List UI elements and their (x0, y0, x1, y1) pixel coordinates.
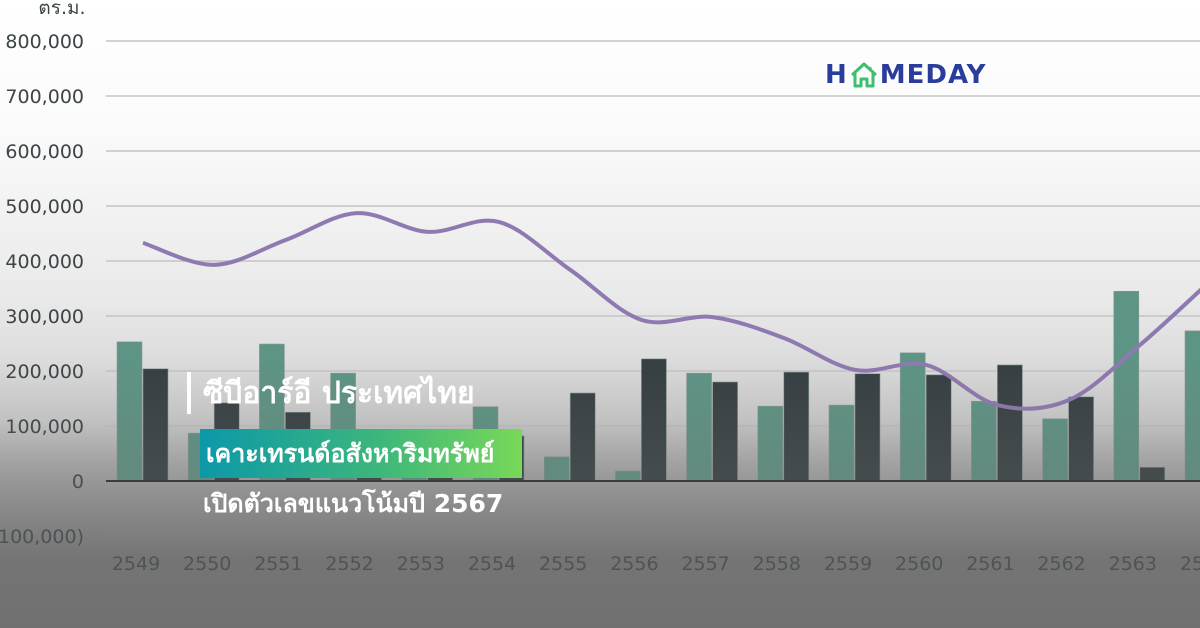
bar-series-2 (1139, 466, 1166, 482)
bar-series-2 (997, 364, 1023, 482)
x-tick-label: 2562 (1037, 553, 1085, 575)
bar-series-1 (1042, 418, 1068, 482)
headline-line-2: เคาะเทรนด์อสังหาริมทรัพย์ (200, 429, 522, 478)
bar-series-2 (783, 371, 810, 482)
logo-letter-h: H (825, 60, 848, 90)
y-tick-label: 0 (72, 471, 84, 493)
bar-series-1 (543, 456, 570, 482)
bar-series-1 (899, 352, 926, 482)
y-tick-label: 200,000 (5, 361, 84, 383)
y-tick-label: 400,000 (5, 251, 84, 273)
x-tick-label: 2552 (325, 553, 373, 575)
x-tick-labels: 2549 2550 2551 2552 2553 2554 2555 2556 2557 2558… (112, 553, 1200, 575)
y-tick-label: 600,000 (5, 141, 84, 163)
bar-series-2 (925, 374, 952, 482)
bar-series-2 (569, 392, 596, 482)
bar-series-1 (757, 405, 784, 482)
x-tick-label: 2551 (254, 553, 302, 575)
x-tick-label: 2561 (966, 553, 1014, 575)
x-tick-label: 2549 (112, 553, 160, 575)
x-tick-label: 2559 (824, 553, 872, 575)
y-tick-label: 100,000 (5, 416, 84, 438)
y-tick-label: 500,000 (5, 196, 84, 218)
headline-line-1: ซีบีอาร์อี ประเทศไทย (203, 376, 475, 411)
bar-series-2 (712, 381, 738, 482)
bar-series-1 (686, 372, 712, 482)
bar-series-1 (1184, 330, 1200, 482)
bar-series-2 (142, 368, 169, 482)
x-tick-label: 2560 (895, 553, 943, 575)
x-tick-label: 2563 (1109, 553, 1157, 575)
y-tick-label: 800,000 (5, 31, 84, 53)
bar-series-2 (1068, 396, 1094, 482)
y-axis-title: ตร.ม. (38, 0, 85, 19)
bar-series-1 (615, 470, 641, 482)
x-tick-label: 2553 (397, 553, 445, 575)
bar-series-1 (116, 341, 143, 482)
y-tick-labels: (100,000) 0 100,000 200,000 300,000 400,000 50… (0, 31, 84, 548)
x-tick-label: 2558 (753, 553, 801, 575)
house-icon (850, 62, 877, 88)
y-tick-label: 300,000 (5, 306, 84, 328)
x-tick-label: 2555 (539, 553, 587, 575)
bar-series-2 (854, 373, 881, 482)
y-tick-label: 700,000 (5, 86, 84, 108)
trend-line (142, 211, 1200, 411)
logo-letters-meday: MEDAY (879, 60, 987, 90)
bar-series-1 (1113, 290, 1140, 482)
y-tick-label: (100,000) (0, 526, 84, 548)
x-tick-label: 2556 (610, 553, 658, 575)
headline-line-3: เปิดตัวเลขแนวโน้มปี 2567 (203, 489, 504, 518)
headline-accent-bar (187, 372, 191, 414)
bar-series-1 (828, 404, 855, 482)
bar-series-2 (641, 358, 667, 482)
bar-series-1 (971, 400, 997, 482)
x-tick-label: 2554 (468, 553, 516, 575)
x-tick-label: 2564 (1180, 553, 1200, 575)
x-tick-label: 2557 (681, 553, 729, 575)
homeday-logo: H MEDAY (825, 60, 986, 90)
x-tick-label: 2550 (183, 553, 231, 575)
